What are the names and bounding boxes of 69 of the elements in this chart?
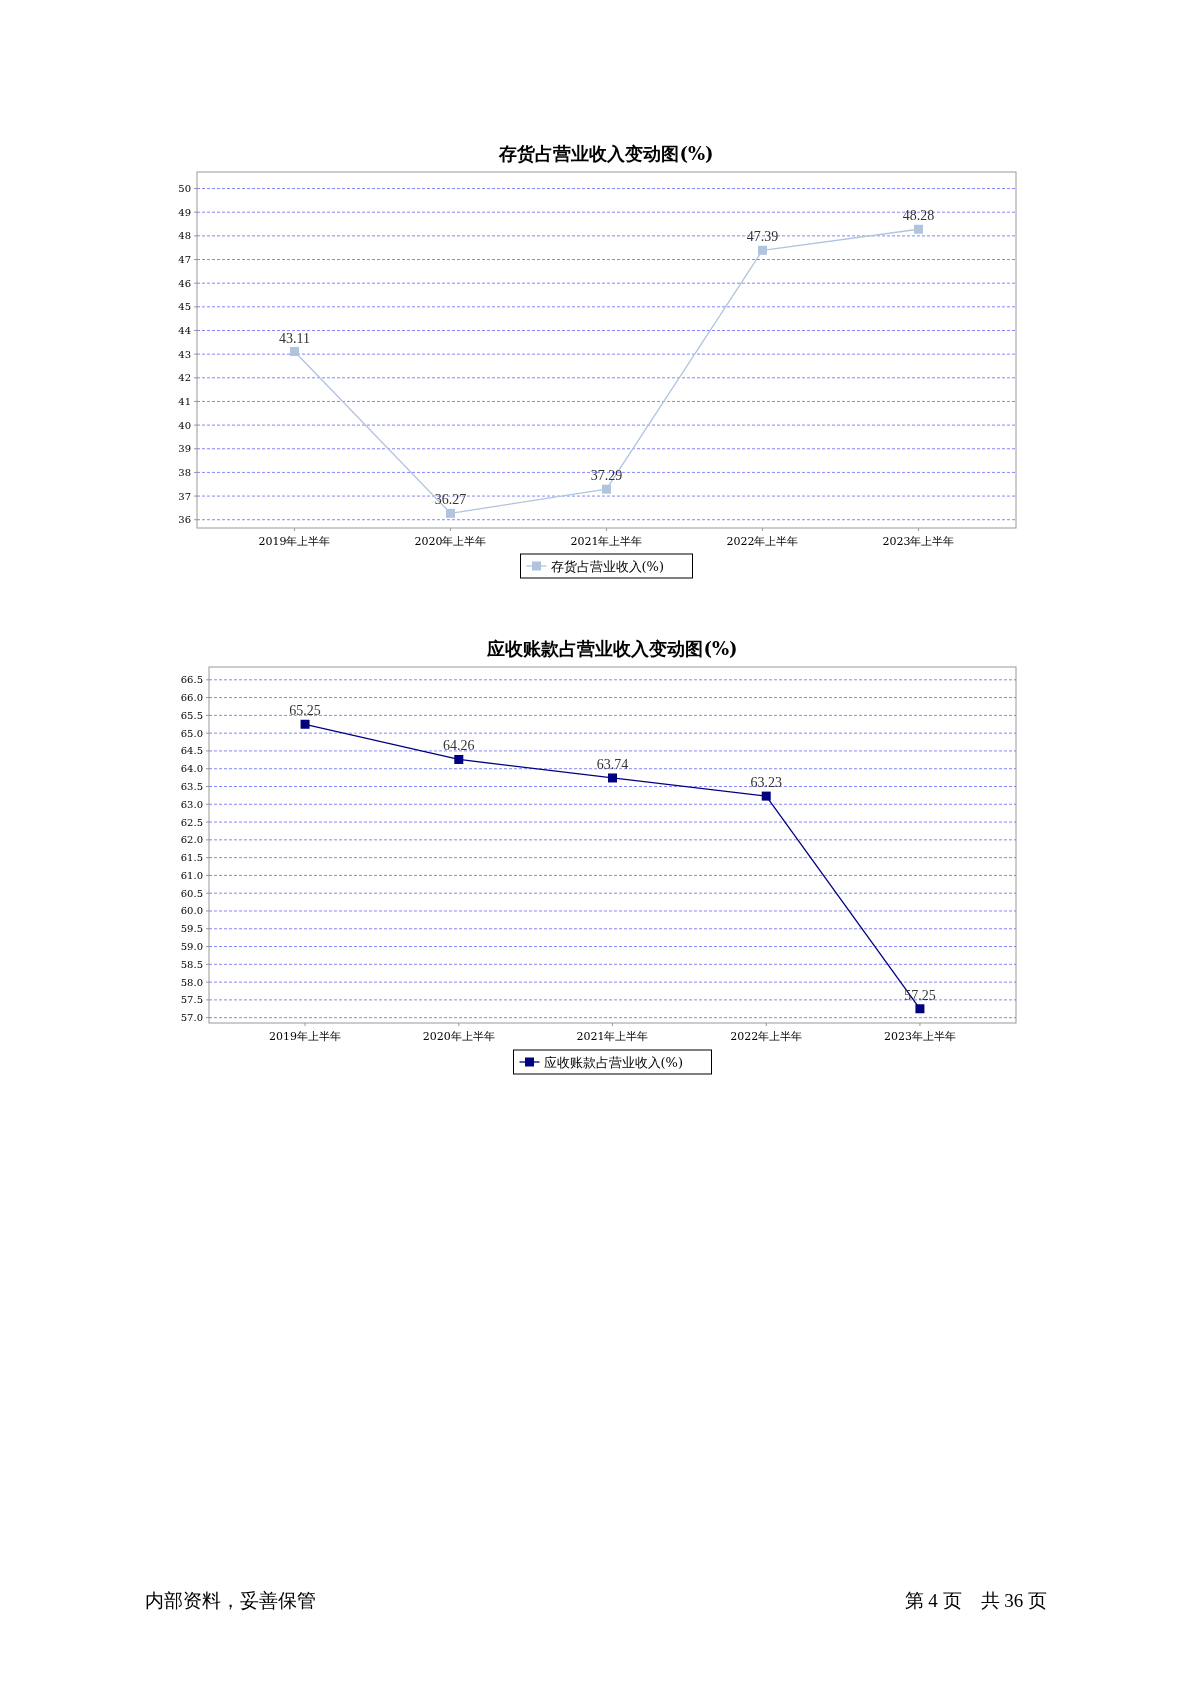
x-tick-label: 2022年上半年: [726, 535, 799, 548]
point: [290, 347, 299, 357]
y-tick-label: 47: [178, 254, 191, 266]
y-tick-label: 44: [178, 324, 191, 336]
y-tick-label: 59.0: [180, 941, 203, 953]
point: [758, 245, 767, 255]
y-tick-label: 66.5: [180, 674, 203, 686]
y-tick-label: 36: [178, 514, 191, 526]
y-tick-label: 49: [178, 206, 191, 218]
chart-title: 存货占营业收入变动图(%): [498, 143, 714, 164]
y-tick-label: 58.5: [180, 958, 203, 970]
y-tick-label: 39: [178, 443, 191, 455]
y-tick-label: 57.0: [180, 1012, 203, 1024]
y-tick-label: 60.5: [180, 887, 203, 899]
y-tick-label: 38: [178, 466, 191, 478]
y-tick-label: 45: [178, 301, 191, 313]
y-tick-label: 57.5: [180, 994, 203, 1006]
point: [602, 484, 611, 494]
x-tick-label: 2019年上半年: [269, 1030, 342, 1043]
y-tick-label: 63.5: [180, 781, 203, 792]
y-tick-label: 66.0: [180, 692, 203, 704]
data-label: 37.29: [590, 468, 623, 484]
y-tick-label: 61.5: [180, 852, 203, 864]
point: [608, 773, 617, 783]
y-tick-label: 59.5: [180, 923, 203, 935]
point: [300, 719, 310, 729]
y-tick-label: 65.0: [180, 727, 203, 739]
x-tick-label: 2022年上半年: [730, 1030, 803, 1043]
data-label: 47.39: [746, 229, 779, 245]
data-label: 36.27: [434, 492, 467, 508]
y-tick-label: 60.0: [180, 905, 203, 917]
point: [446, 508, 455, 518]
data-label: 43.11: [279, 330, 310, 346]
y-tick-label: 65.5: [180, 709, 203, 721]
data-label: 48.28: [902, 208, 935, 224]
data-label: 64.26: [443, 738, 475, 754]
point: [914, 224, 923, 234]
y-tick-label: 41: [178, 395, 191, 407]
text: 第 4 页 共 36 页: [904, 1590, 1047, 1611]
x-tick-label: 2021年上半年: [570, 535, 643, 548]
text: 内部资料，妥善保管: [145, 1590, 316, 1611]
x-tick-label: 2020年上半年: [414, 535, 487, 548]
y-tick-label: 42: [178, 372, 191, 384]
point: [915, 1004, 925, 1014]
y-tick-label: 62.0: [180, 834, 203, 846]
data-label: 63.74: [596, 756, 629, 772]
y-tick-label: 43: [178, 348, 191, 360]
legend-label: 应收账款占营业收入(%): [543, 1055, 683, 1070]
legend-label: 存货占营业收入(%): [550, 559, 664, 574]
chart-title: 应收账款占营业收入变动图(%): [486, 638, 738, 659]
y-tick-label: 48: [178, 230, 191, 242]
y-tick-label: 64.0: [180, 763, 203, 775]
x-tick-label: 2023年上半年: [883, 1030, 956, 1043]
y-tick-label: 58.0: [180, 976, 203, 988]
y-tick-label: 37: [178, 490, 191, 502]
point: [454, 754, 464, 764]
data-label: 65.25: [289, 703, 321, 719]
y-tick-label: 46: [178, 277, 191, 289]
y-tick-label: 62.5: [180, 816, 203, 828]
y-tick-label: 50: [178, 183, 191, 195]
x-tick-label: 2019年上半年: [258, 535, 331, 548]
y-tick-label: 61.0: [180, 869, 203, 881]
point: [761, 791, 771, 801]
y-tick-label: 40: [178, 419, 191, 431]
y-tick-label: 64.5: [180, 745, 203, 757]
x-tick-label: 2021年上半年: [576, 1030, 649, 1043]
x-tick-label: 2023年上半年: [882, 535, 955, 548]
x-tick-label: 2020年上半年: [422, 1030, 495, 1043]
y-tick-label: 63.0: [180, 798, 203, 810]
